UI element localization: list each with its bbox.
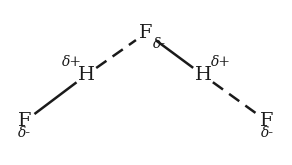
Text: F: F — [139, 24, 153, 42]
Text: H: H — [194, 66, 211, 84]
Text: H: H — [78, 66, 95, 84]
Text: F: F — [260, 112, 274, 130]
Text: δ+: δ+ — [62, 55, 81, 69]
Text: δ-: δ- — [18, 126, 31, 140]
Text: F: F — [18, 112, 32, 130]
Text: δ-: δ- — [261, 126, 274, 140]
Text: δ+: δ+ — [211, 55, 230, 69]
Text: δ-: δ- — [153, 37, 166, 51]
